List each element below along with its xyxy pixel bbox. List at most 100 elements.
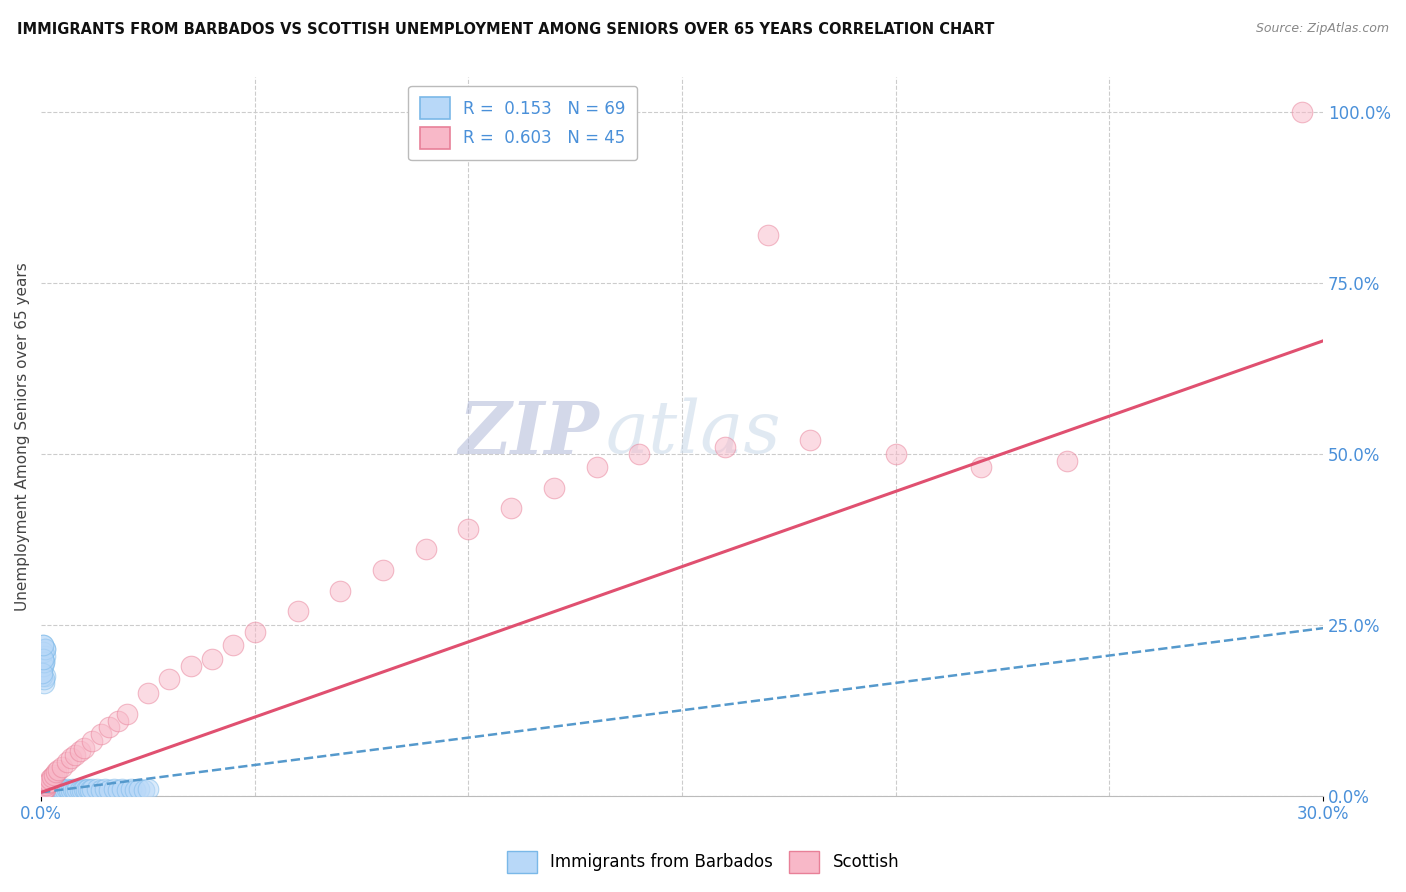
Point	[799, 433, 821, 447]
Y-axis label: Unemployment Among Seniors over 65 years: Unemployment Among Seniors over 65 years	[15, 262, 30, 611]
Point	[38, 772, 60, 786]
Point	[31, 652, 53, 666]
Point	[37, 776, 59, 790]
Point	[115, 706, 138, 721]
Point	[415, 542, 437, 557]
Point	[628, 447, 651, 461]
Point	[45, 783, 67, 797]
Point	[180, 658, 202, 673]
Point	[884, 447, 907, 461]
Point	[45, 764, 67, 779]
Point	[55, 755, 77, 769]
Point	[69, 744, 91, 758]
Point	[111, 781, 134, 796]
Point	[201, 652, 224, 666]
Point	[128, 781, 150, 796]
Point	[70, 783, 93, 797]
Point	[103, 781, 125, 796]
Point	[157, 673, 180, 687]
Point	[124, 782, 146, 797]
Point	[1291, 104, 1313, 119]
Point	[107, 782, 129, 797]
Point	[53, 782, 76, 797]
Point	[82, 734, 104, 748]
Text: IMMIGRANTS FROM BARBADOS VS SCOTTISH UNEMPLOYMENT AMONG SENIORS OVER 65 YEARS CO: IMMIGRANTS FROM BARBADOS VS SCOTTISH UNE…	[17, 22, 994, 37]
Point	[371, 563, 394, 577]
Point	[132, 782, 155, 797]
Point	[51, 760, 73, 774]
Point	[34, 781, 56, 796]
Point	[58, 782, 80, 797]
Point	[75, 782, 97, 797]
Point	[34, 669, 56, 683]
Point	[48, 782, 70, 797]
Point	[98, 782, 121, 797]
Point	[32, 673, 55, 687]
Point	[32, 656, 55, 670]
Point	[35, 783, 58, 797]
Point	[90, 782, 112, 797]
Point	[86, 781, 108, 796]
Point	[32, 638, 55, 652]
Point	[55, 781, 77, 796]
Point	[32, 656, 55, 670]
Point	[73, 781, 96, 796]
Point	[34, 648, 56, 663]
Point	[41, 770, 63, 784]
Point	[107, 714, 129, 728]
Point	[37, 781, 59, 796]
Point	[32, 783, 55, 797]
Point	[287, 604, 309, 618]
Point	[94, 781, 117, 796]
Point	[543, 481, 565, 495]
Point	[38, 775, 60, 789]
Point	[42, 782, 65, 797]
Point	[32, 783, 55, 797]
Point	[31, 781, 53, 796]
Point	[73, 740, 96, 755]
Point	[39, 782, 62, 797]
Point	[34, 781, 56, 796]
Point	[32, 645, 55, 659]
Point	[35, 779, 58, 793]
Point	[51, 783, 73, 797]
Point	[222, 638, 245, 652]
Point	[60, 751, 83, 765]
Point	[1056, 453, 1078, 467]
Point	[243, 624, 266, 639]
Point	[32, 676, 55, 690]
Legend: R =  0.153   N = 69, R =  0.603   N = 45: R = 0.153 N = 69, R = 0.603 N = 45	[408, 86, 637, 161]
Point	[46, 763, 69, 777]
Point	[31, 785, 53, 799]
Point	[41, 781, 63, 796]
Point	[82, 781, 104, 796]
Point	[66, 781, 89, 796]
Point	[51, 781, 73, 796]
Point	[69, 782, 91, 797]
Point	[42, 781, 65, 796]
Point	[136, 781, 159, 796]
Point	[49, 781, 72, 796]
Text: atlas: atlas	[605, 398, 780, 468]
Text: ZIP: ZIP	[458, 398, 599, 468]
Point	[65, 747, 87, 762]
Point	[585, 460, 607, 475]
Point	[41, 783, 63, 797]
Text: Source: ZipAtlas.com: Source: ZipAtlas.com	[1256, 22, 1389, 36]
Point	[35, 782, 58, 797]
Point	[32, 782, 55, 797]
Point	[329, 583, 352, 598]
Point	[714, 440, 737, 454]
Point	[77, 781, 100, 796]
Point	[120, 781, 142, 796]
Point	[79, 782, 101, 797]
Point	[46, 782, 69, 797]
Point	[44, 782, 66, 797]
Point	[31, 662, 53, 676]
Point	[45, 781, 67, 796]
Point	[37, 782, 59, 797]
Legend: Immigrants from Barbados, Scottish: Immigrants from Barbados, Scottish	[501, 845, 905, 880]
Point	[38, 781, 60, 796]
Point	[90, 727, 112, 741]
Point	[756, 227, 779, 242]
